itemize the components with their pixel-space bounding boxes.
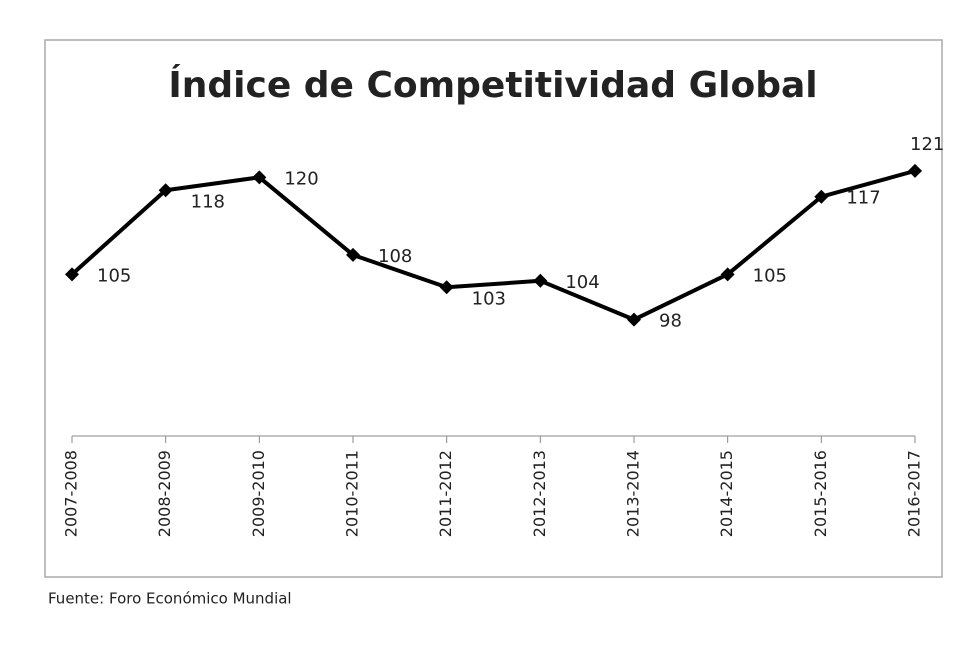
marker <box>533 273 548 288</box>
marker <box>158 183 173 198</box>
marker <box>252 170 267 185</box>
chart-title: Índice de Competitividad Global <box>168 64 817 106</box>
x-tick-label: 2012-2013 <box>530 450 549 537</box>
data-label: 105 <box>753 265 787 286</box>
x-tick-label: 2016-2017 <box>905 450 924 537</box>
x-tick-label: 2010-2011 <box>343 450 362 537</box>
x-tick-label: 2009-2010 <box>249 450 268 537</box>
x-tick-label: 2011-2012 <box>436 450 455 537</box>
line <box>70 168 916 322</box>
data-label: 120 <box>284 168 318 189</box>
data-label: 117 <box>846 188 880 209</box>
source-note: Fuente: Foro Económico Mundial <box>48 590 292 608</box>
marker <box>65 267 79 282</box>
marker <box>346 247 360 262</box>
x-tick-label: 2015-2016 <box>811 450 830 537</box>
marker <box>720 267 735 282</box>
data-label: 104 <box>565 272 599 293</box>
chart-border <box>44 39 943 578</box>
data-label: 103 <box>472 288 506 309</box>
x-tick-label: 2014-2015 <box>717 450 736 537</box>
data-label: 121 <box>910 134 944 155</box>
data-label: 98 <box>659 311 682 332</box>
marker <box>439 280 454 295</box>
x-tick-label: 2013-2014 <box>624 450 643 537</box>
marker <box>908 163 922 178</box>
data-label: 105 <box>97 265 131 286</box>
marker <box>814 189 829 204</box>
data-label: 108 <box>378 246 412 267</box>
x-tick-label: 2007-2008 <box>62 450 81 537</box>
data-label: 118 <box>191 191 225 212</box>
x-tick-label: 2008-2009 <box>155 450 174 537</box>
marker <box>627 312 641 327</box>
